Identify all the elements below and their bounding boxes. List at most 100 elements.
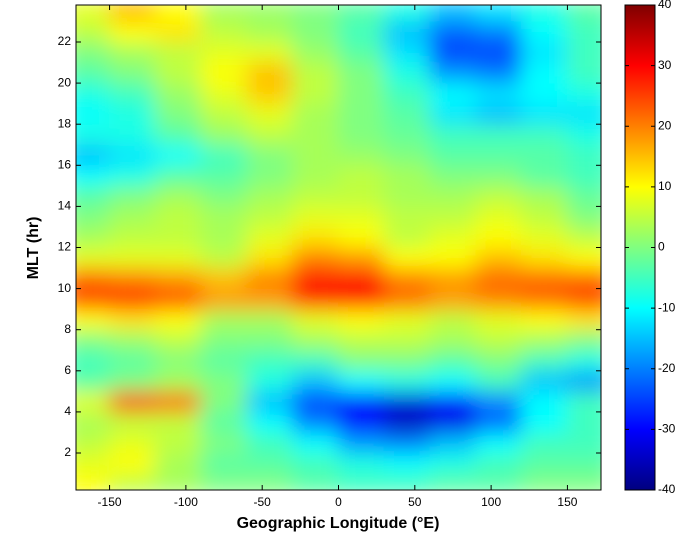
heatmap-cell (383, 370, 431, 392)
heatmap-cell (109, 82, 156, 105)
heatmap-cell (109, 431, 156, 454)
colorbar-tick-label: -40 (658, 482, 676, 496)
heatmap-cell (338, 62, 385, 84)
heatmap-cell (109, 5, 156, 22)
heatmap-cell (200, 349, 248, 372)
heatmap-cell (246, 164, 294, 187)
heatmap-cell (521, 390, 568, 413)
heatmap-cell (76, 308, 111, 331)
heatmap-cell (338, 288, 385, 310)
heatmap-cell (383, 431, 431, 454)
heatmap-cell (292, 247, 339, 269)
heatmap-cell (566, 185, 601, 207)
heatmap-cell (475, 473, 523, 490)
heatmap-cell (292, 308, 339, 331)
heatmap-cell (200, 473, 248, 490)
heatmap-cell (521, 473, 568, 490)
y-tick-label: 10 (58, 281, 72, 295)
heatmap-cell (521, 349, 568, 372)
heatmap-cell (292, 205, 339, 228)
heatmap-cell (338, 185, 385, 207)
heatmap-cell (383, 226, 431, 248)
heatmap-cell (292, 185, 339, 207)
axes: -150 -100 -50 0 50 100 150246810121416182022-4… (58, 0, 676, 509)
heatmap-cell (338, 205, 385, 228)
heatmap-cell (200, 41, 248, 64)
heatmap-cell (521, 82, 568, 105)
colorbar-tick-label: 10 (658, 179, 672, 193)
heatmap-cell (521, 185, 568, 207)
heatmap-cell (383, 452, 431, 475)
heatmap-cell (383, 103, 431, 125)
heatmap-cell (566, 5, 601, 22)
heatmap-cell (429, 205, 477, 228)
heatmap-cell (566, 452, 601, 475)
heatmap-cell (429, 431, 477, 454)
y-tick-label: 6 (64, 363, 71, 377)
heatmap-cell (566, 411, 601, 433)
y-tick-label: 2 (64, 445, 71, 459)
heatmap-cell (246, 452, 294, 475)
heatmap-cell (154, 288, 202, 310)
heatmap-cell (154, 226, 202, 248)
heatmap-cell (383, 267, 431, 290)
heatmap-cell (109, 329, 156, 351)
heatmap-cell (154, 431, 202, 454)
y-tick-label: 8 (64, 322, 71, 336)
heatmap-cell (154, 20, 202, 43)
heatmap-cell (475, 390, 523, 413)
heatmap-cell (109, 205, 156, 228)
heatmap-cell (154, 473, 202, 490)
y-tick-label: 12 (58, 240, 72, 254)
heatmap-cell (76, 247, 111, 269)
y-tick-label: 18 (58, 116, 72, 130)
heatmap-cell (566, 164, 601, 187)
heatmap-cell (521, 431, 568, 454)
heatmap-cell (521, 267, 568, 290)
heatmap-cell (246, 288, 294, 310)
heatmap-cell (566, 267, 601, 290)
heatmap-cell (76, 390, 111, 413)
heatmap-cell (109, 41, 156, 64)
heatmap-cell (292, 5, 339, 22)
heatmap-cell (109, 473, 156, 490)
heatmap-cell (246, 5, 294, 22)
heatmap-cell (154, 349, 202, 372)
heatmap-cell (292, 349, 339, 372)
heatmap-cell (429, 164, 477, 187)
heatmap-cell (521, 226, 568, 248)
heatmap-cell (383, 329, 431, 351)
heatmap-cell (475, 20, 523, 43)
heatmap-cell (338, 144, 385, 166)
heatmap-cell (76, 452, 111, 475)
heatmap-cell (246, 267, 294, 290)
heatmap-cell (338, 82, 385, 105)
heatmap-cell (475, 349, 523, 372)
heatmap-cell (383, 41, 431, 64)
heatmap-cell (566, 41, 601, 64)
heatmap-cell (246, 185, 294, 207)
heatmap-cell (566, 288, 601, 310)
heatmap-cell (154, 370, 202, 392)
heatmap-cell (521, 103, 568, 125)
heatmap-cell (475, 431, 523, 454)
heatmap-cell (76, 370, 111, 392)
heatmap-cell (154, 247, 202, 269)
heatmap-cell (429, 390, 477, 413)
heatmap-cell (521, 370, 568, 392)
heatmap-cell (338, 370, 385, 392)
heatmap-cell (292, 62, 339, 84)
heatmap-cell (566, 62, 601, 84)
heatmap-cell (200, 267, 248, 290)
heatmap-cell (200, 5, 248, 22)
heatmap-cell (521, 329, 568, 351)
heatmap-cell (76, 329, 111, 351)
heatmap-cell (109, 308, 156, 331)
heatmap-cell (154, 452, 202, 475)
heatmap-cell (566, 123, 601, 146)
heatmap-cell (383, 123, 431, 146)
heatmap-cell (475, 329, 523, 351)
heatmap-cell (200, 20, 248, 43)
heatmap-cell (383, 144, 431, 166)
heatmap-cell (246, 247, 294, 269)
